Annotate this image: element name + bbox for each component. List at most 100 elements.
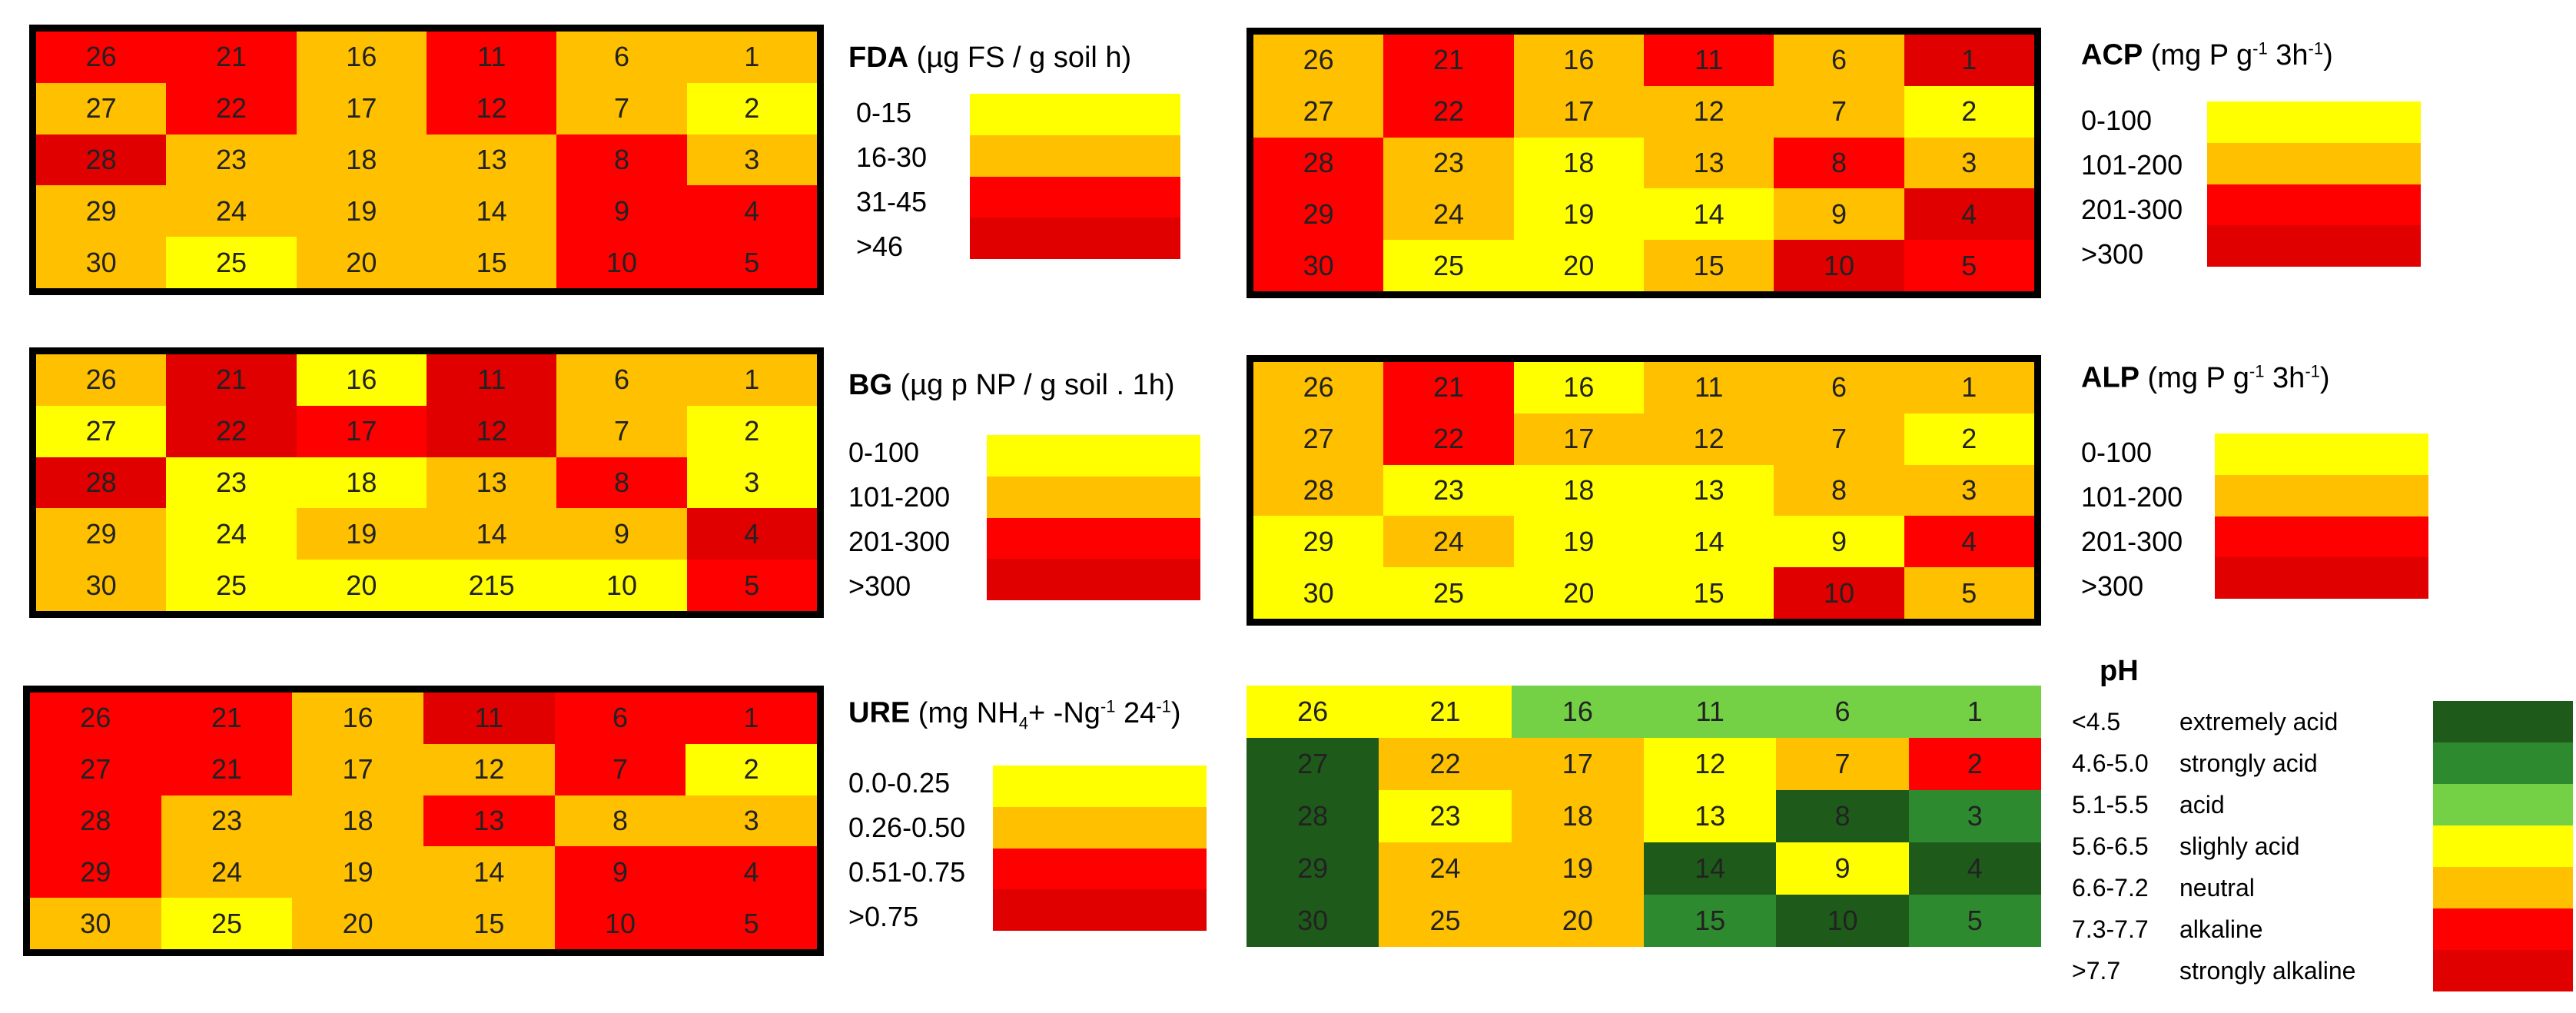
ure-cell-19: 19 xyxy=(292,846,423,898)
alp-legend-unit: (mg P g-1 3h-1) xyxy=(2139,361,2330,394)
ure-cell-9: 9 xyxy=(554,846,686,898)
bg-legend-title: BG (µg p NP / g soil . 1h) xyxy=(848,369,1175,402)
ph-cell-8: 8 xyxy=(1776,790,1909,842)
ph-legend-swatch xyxy=(2433,908,2573,950)
fda-cell-2: 2 xyxy=(686,82,817,135)
alp-cell-30: 30 xyxy=(1253,567,1384,619)
fda-cell-6: 6 xyxy=(556,32,687,83)
acp-cell-12: 12 xyxy=(1643,85,1774,138)
bg-cell-14: 14 xyxy=(426,508,557,560)
fda-cell-10: 10 xyxy=(556,237,687,288)
bg-cell-23: 23 xyxy=(166,457,297,509)
ure-cell-28: 28 xyxy=(30,795,161,847)
ure-cell-14: 14 xyxy=(423,846,555,898)
ure-cell-23: 23 xyxy=(161,795,293,847)
acp-cell-1: 1 xyxy=(1904,35,2034,86)
ph-cell-13: 13 xyxy=(1643,790,1777,842)
fda-cell-13: 13 xyxy=(426,134,557,186)
bg-legend-label: >300 xyxy=(848,570,911,602)
alp-cell-20: 20 xyxy=(1513,567,1644,619)
bg-cell-9: 9 xyxy=(556,508,687,560)
acp-cell-20: 20 xyxy=(1513,240,1644,291)
fda-legend-swatch xyxy=(970,218,1180,259)
ph-cell-9: 9 xyxy=(1776,842,1909,895)
bg-cell-20: 20 xyxy=(296,560,427,611)
fda-cell-12: 12 xyxy=(426,82,557,135)
fda-legend-unit: (µg FS / g soil h) xyxy=(908,42,1132,74)
fda-cell-21: 21 xyxy=(166,32,297,83)
ph-cell-30: 30 xyxy=(1247,895,1379,947)
acp-cell-11: 11 xyxy=(1643,35,1774,86)
bg-cell-29: 29 xyxy=(36,508,167,560)
acp-cell-26: 26 xyxy=(1253,35,1384,86)
ure-legend-swatch xyxy=(993,766,1207,807)
ph-cell-27: 27 xyxy=(1247,738,1379,790)
alp-cell-7: 7 xyxy=(1774,413,1904,465)
ph-cell-14: 14 xyxy=(1643,842,1777,895)
fda-legend-label: 0-15 xyxy=(856,97,912,128)
ph-legend-range: 6.6-7.2 xyxy=(2072,873,2149,902)
alp-cell-12: 12 xyxy=(1643,413,1774,465)
alp-legend-title: ALP (mg P g-1 3h-1) xyxy=(2081,361,2330,395)
alp-cell-15: 15 xyxy=(1643,567,1774,619)
alp-cell-18: 18 xyxy=(1513,464,1644,516)
alp-legend-label: 101-200 xyxy=(2081,481,2183,513)
bg-cell-6: 6 xyxy=(556,354,687,406)
fda-cell-30: 30 xyxy=(36,237,167,288)
ph-legend-swatch xyxy=(2433,701,2573,742)
acp-cell-3: 3 xyxy=(1904,137,2034,189)
bg-cell-26: 26 xyxy=(36,354,167,406)
ph-legend-name: acid xyxy=(2179,790,2225,819)
ph-legend-range: <4.5 xyxy=(2072,707,2121,736)
alp-cell-21: 21 xyxy=(1383,362,1514,414)
ph-legend-swatch xyxy=(2433,784,2573,825)
acp-cell-9: 9 xyxy=(1774,188,1904,241)
ure-cell-15: 15 xyxy=(423,898,555,949)
bg-heatmap-grid: 26 21 16 11 6 1 27 22 17 12 7 2 28 23 18 13 8 3 29 24 19 14 9 4… xyxy=(29,347,824,618)
acp-cell-23: 23 xyxy=(1383,137,1514,189)
ph-legend-row: 5.6-6.5 slighly acid xyxy=(2072,825,2573,867)
fda-cell-9: 9 xyxy=(556,185,687,237)
alp-cell-5: 5 xyxy=(1904,567,2034,619)
ph-legend-range: 4.6-5.0 xyxy=(2072,749,2149,777)
fda-cell-19: 19 xyxy=(296,185,427,237)
ure-legend-label: 0.0-0.25 xyxy=(848,767,951,799)
acp-cell-8: 8 xyxy=(1774,137,1904,189)
fda-cell-3: 3 xyxy=(686,134,817,186)
fda-cell-8: 8 xyxy=(556,134,687,186)
ure-cell-21: 21 xyxy=(161,743,293,795)
bg-cell-27: 27 xyxy=(36,405,167,457)
ure-cell-21: 21 xyxy=(161,692,293,744)
ure-legend-swatch xyxy=(993,848,1207,890)
ph-heatmap-grid: 26 21 16 11 6 1 27 22 17 12 7 2 28 23 18 13 8 3 29 24 19 14 9 4… xyxy=(1247,686,2041,947)
fda-legend-swatches xyxy=(970,94,1180,259)
bg-cell-8: 8 xyxy=(556,457,687,509)
ph-cell-6: 6 xyxy=(1776,686,1909,738)
acp-cell-4: 4 xyxy=(1904,188,2034,241)
ph-legend-name: alkaline xyxy=(2179,915,2263,943)
fda-cell-27: 27 xyxy=(36,82,167,135)
alp-legend-swatch xyxy=(2215,474,2428,516)
ure-legend-swatch xyxy=(993,889,1207,931)
fda-cell-17: 17 xyxy=(296,82,427,135)
ph-cell-3: 3 xyxy=(1908,790,2041,842)
ph-legend-row: 5.1-5.5 acid xyxy=(2072,784,2573,825)
acp-cell-30: 30 xyxy=(1253,240,1384,291)
bg-cell-19: 19 xyxy=(296,508,427,560)
bg-cell-7: 7 xyxy=(556,405,687,457)
acp-cell-22: 22 xyxy=(1383,85,1514,138)
alp-cell-13: 13 xyxy=(1643,464,1774,516)
bg-legend-swatch xyxy=(987,476,1200,518)
ph-cell-7: 7 xyxy=(1776,738,1909,790)
fda-legend-labels: 0-15 16-30 31-45 >46 xyxy=(856,91,927,269)
fda-cell-1: 1 xyxy=(686,32,817,83)
acp-legend-title: ACP (mg P g-1 3h-1) xyxy=(2081,38,2333,72)
ph-legend-row: >7.7 strongly alkaline xyxy=(2072,950,2573,991)
bg-cell-16: 16 xyxy=(296,354,427,406)
ure-legend-label: 0.26-0.50 xyxy=(848,812,966,843)
ure-legend-label: 0.51-0.75 xyxy=(848,856,966,888)
acp-legend-swatch xyxy=(2207,225,2421,267)
fda-cell-24: 24 xyxy=(166,185,297,237)
bg-cell-4: 4 xyxy=(686,508,817,560)
bg-cell-25: 25 xyxy=(166,560,297,611)
